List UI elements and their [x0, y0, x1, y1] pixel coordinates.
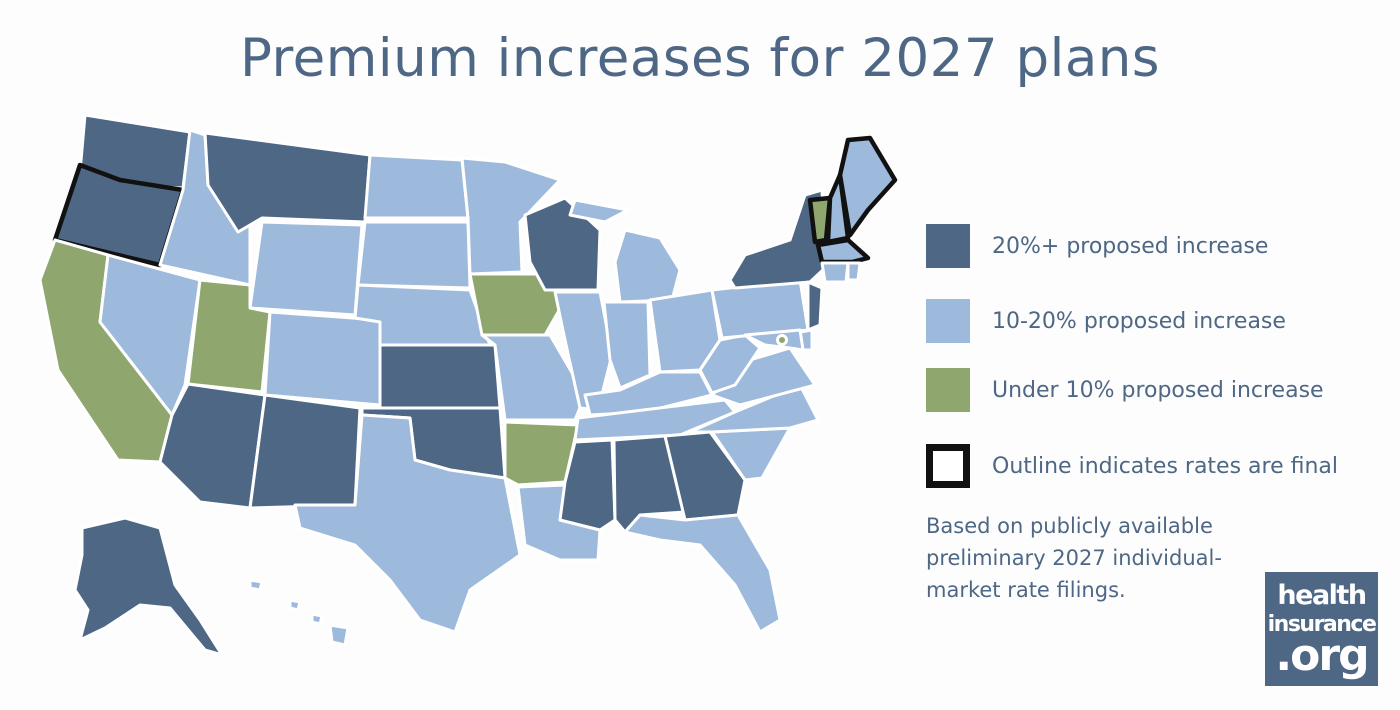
logo-line-1: health — [1277, 580, 1367, 611]
legend-item-over20: 20%+ proposed increase — [926, 222, 1268, 270]
source-note: Based on publicly available preliminary … — [926, 514, 1222, 602]
legend-label-mid: 10-20% proposed increase — [992, 308, 1286, 334]
legend-swatch-mid — [926, 299, 970, 343]
state-SD[interactable] — [356, 220, 472, 290]
state-MA[interactable] — [815, 237, 871, 265]
state-WV[interactable] — [698, 333, 762, 395]
state-MD[interactable] — [743, 328, 805, 352]
logo-line-3: .org — [1275, 630, 1369, 681]
page-title: Premium increases for 2027 plans — [239, 28, 1161, 89]
state-DC[interactable] — [776, 334, 788, 346]
healthinsurance-org-logo[interactable]: health insurance .org — [1265, 572, 1378, 686]
state-NM[interactable] — [248, 393, 362, 510]
state-NC[interactable] — [688, 383, 820, 434]
legend-swatch-final — [926, 444, 970, 488]
state-WY[interactable] — [248, 220, 364, 317]
state-MT[interactable] — [203, 131, 372, 234]
legend-label-over20: 20%+ proposed increase — [992, 233, 1269, 259]
state-FL[interactable] — [623, 513, 782, 634]
legend-swatch-over20 — [926, 224, 970, 268]
state-KS[interactable] — [378, 343, 502, 410]
state-HI[interactable] — [248, 578, 350, 647]
state-CO[interactable] — [263, 310, 382, 407]
legend-item-final: Outline indicates rates are final — [926, 442, 1338, 490]
state-IN[interactable] — [602, 300, 652, 390]
state-WI[interactable] — [523, 196, 602, 292]
legend-label-under10: Under 10% proposed increase — [992, 377, 1324, 403]
legend-item-under10: Under 10% proposed increase — [926, 366, 1324, 414]
state-TX[interactable] — [293, 413, 522, 634]
state-ME[interactable] — [837, 135, 898, 238]
state-CT[interactable] — [820, 261, 850, 284]
legend-swatch-under10 — [926, 368, 970, 412]
state-NY[interactable] — [728, 188, 827, 290]
state-RI[interactable] — [846, 261, 862, 282]
legend-item-mid: 10-20% proposed increase — [926, 297, 1286, 345]
state-AK[interactable] — [73, 516, 224, 657]
legend-label-final: Outline indicates rates are final — [992, 453, 1339, 479]
state-NJ[interactable] — [806, 280, 824, 332]
state-AR[interactable] — [503, 420, 580, 487]
state-MS[interactable] — [558, 438, 617, 532]
logo-line-2: insurance — [1267, 612, 1377, 637]
state-ND[interactable] — [363, 153, 470, 220]
us-map — [38, 113, 898, 657]
state-MO[interactable] — [480, 333, 587, 422]
state-MN[interactable] — [460, 156, 562, 276]
